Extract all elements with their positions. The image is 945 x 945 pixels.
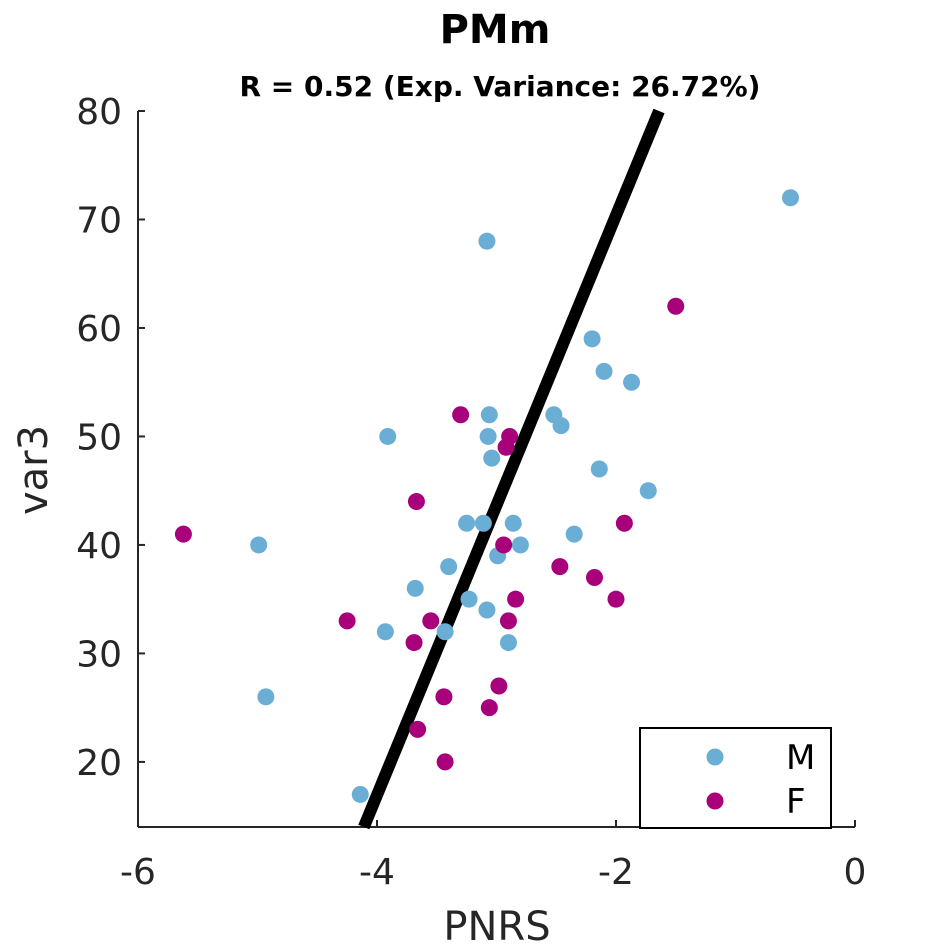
legend-box bbox=[639, 727, 832, 829]
y-tick-label: 30 bbox=[76, 634, 122, 675]
fit-line-group bbox=[358, 108, 665, 830]
point-f bbox=[499, 612, 517, 630]
legend: MF bbox=[639, 727, 832, 829]
point-m bbox=[440, 558, 458, 576]
point-f bbox=[435, 688, 453, 706]
chart-subtitle: R = 0.52 (Exp. Variance: 26.72%) bbox=[240, 70, 761, 103]
point-m bbox=[376, 623, 394, 641]
point-m bbox=[478, 232, 496, 250]
x-tick-label: -2 bbox=[598, 852, 634, 893]
y-tick-label: 80 bbox=[76, 92, 122, 133]
point-m bbox=[565, 525, 583, 543]
point-m bbox=[458, 514, 476, 532]
y-tick-label: 70 bbox=[76, 200, 122, 241]
point-m bbox=[504, 514, 522, 532]
point-f bbox=[495, 536, 513, 554]
point-f bbox=[507, 590, 525, 608]
point-m bbox=[351, 785, 369, 803]
point-f bbox=[667, 297, 685, 315]
point-m bbox=[257, 688, 275, 706]
legend-marker-f bbox=[706, 792, 724, 810]
point-f bbox=[407, 493, 425, 511]
point-m bbox=[552, 417, 570, 435]
point-f bbox=[607, 590, 625, 608]
point-f bbox=[174, 525, 192, 543]
x-tick-label: -6 bbox=[120, 852, 156, 893]
y-tick-label: 60 bbox=[76, 309, 122, 350]
point-m bbox=[590, 460, 608, 478]
legend-label-m: M bbox=[786, 738, 815, 778]
point-f bbox=[480, 699, 498, 717]
point-f bbox=[490, 677, 508, 695]
x-tick-label: -4 bbox=[359, 852, 395, 893]
y-tick-label: 50 bbox=[76, 417, 122, 458]
point-m bbox=[583, 330, 601, 348]
legend-marker-m bbox=[706, 748, 724, 766]
point-f bbox=[615, 514, 633, 532]
point-m bbox=[483, 449, 501, 467]
regression-line bbox=[358, 108, 665, 830]
data-points bbox=[174, 189, 799, 803]
x-tick-label: 0 bbox=[844, 852, 867, 893]
point-m bbox=[479, 427, 497, 445]
point-f bbox=[338, 612, 356, 630]
point-m bbox=[480, 406, 498, 424]
point-f bbox=[436, 753, 454, 771]
point-f bbox=[452, 406, 470, 424]
point-m bbox=[781, 189, 799, 207]
point-m bbox=[511, 536, 529, 554]
y-tick-label: 40 bbox=[76, 526, 122, 567]
point-m bbox=[499, 634, 517, 652]
point-m bbox=[478, 601, 496, 619]
point-m bbox=[623, 373, 641, 391]
x-axis-label: PNRS bbox=[443, 904, 550, 945]
y-axis-label: var3 bbox=[11, 425, 57, 515]
chart-title: PMm bbox=[440, 7, 551, 53]
y-tick-label: 20 bbox=[76, 743, 122, 784]
point-f bbox=[409, 720, 427, 738]
point-m bbox=[639, 482, 657, 500]
point-m bbox=[379, 427, 397, 445]
point-m bbox=[474, 514, 492, 532]
point-m bbox=[595, 362, 613, 380]
point-f bbox=[422, 612, 440, 630]
axes: -6 -4 -2 0 20 30 40 50 60 70 80 bbox=[76, 92, 866, 893]
point-m bbox=[406, 579, 424, 597]
point-f bbox=[497, 438, 515, 456]
legend-label-f: F bbox=[786, 782, 806, 822]
point-m bbox=[460, 590, 478, 608]
point-m bbox=[250, 536, 268, 554]
point-m bbox=[436, 623, 454, 641]
point-f bbox=[405, 634, 423, 652]
point-f bbox=[585, 568, 603, 586]
point-f bbox=[551, 558, 569, 576]
